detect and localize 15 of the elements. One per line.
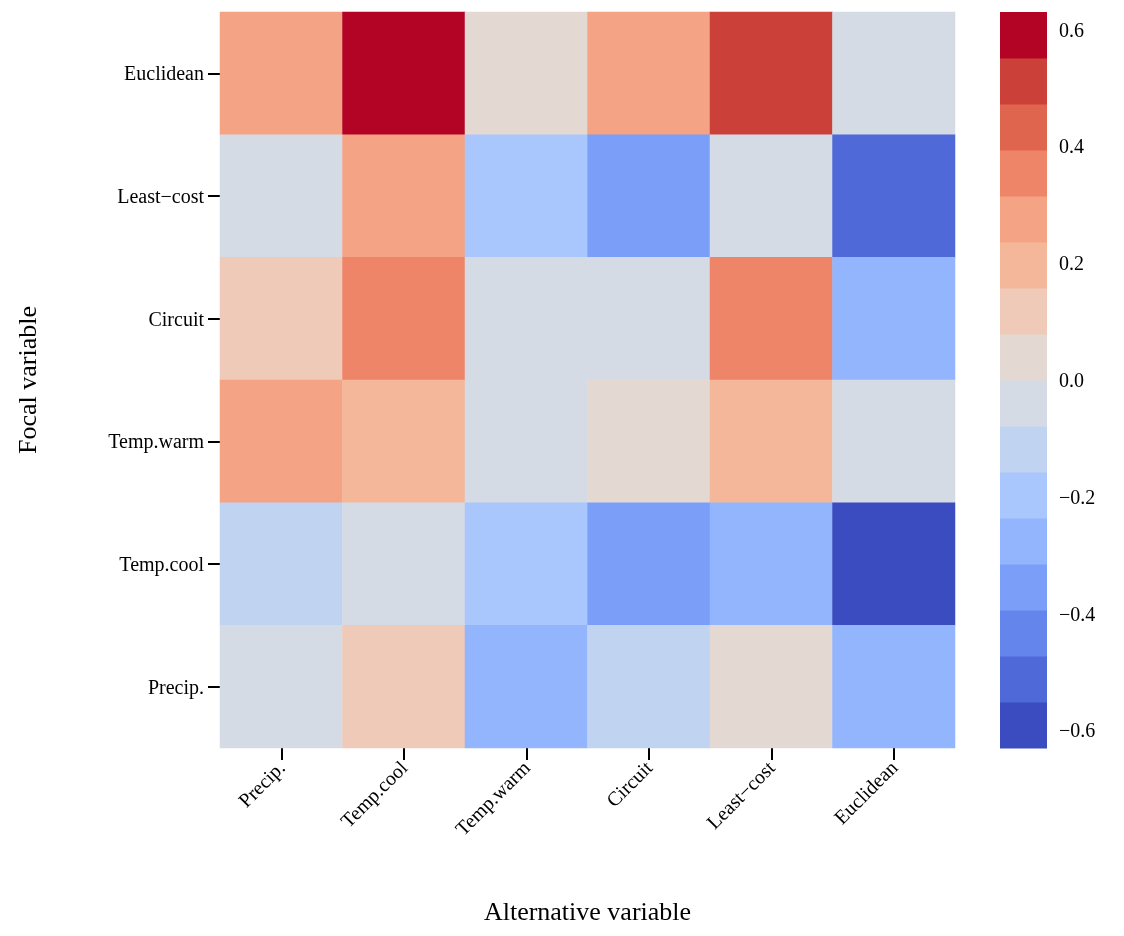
color-bar-label: 0.6 <box>1059 18 1084 41</box>
y-axis-title: Focal variable <box>12 306 42 454</box>
color-bar-label: 0.4 <box>1059 135 1084 158</box>
color-bar-label: −0.6 <box>1059 719 1096 742</box>
y-tick-label: Temp.warm <box>108 430 205 454</box>
color-bar-label: −0.4 <box>1059 602 1096 625</box>
y-tick-label: Circuit <box>148 307 205 330</box>
y-tick-label: Least−cost <box>117 185 205 207</box>
color-bar-label: −0.2 <box>1059 485 1096 508</box>
y-tick-label: Precip. <box>147 675 204 699</box>
y-tick-label: Temp.cool <box>119 553 205 576</box>
color-bar-label: 0.2 <box>1059 252 1084 275</box>
y-tick-label: Euclidean <box>124 62 204 85</box>
x-axis-title: Alternative variable <box>483 896 692 926</box>
color-bar-label: 0.0 <box>1059 369 1084 391</box>
